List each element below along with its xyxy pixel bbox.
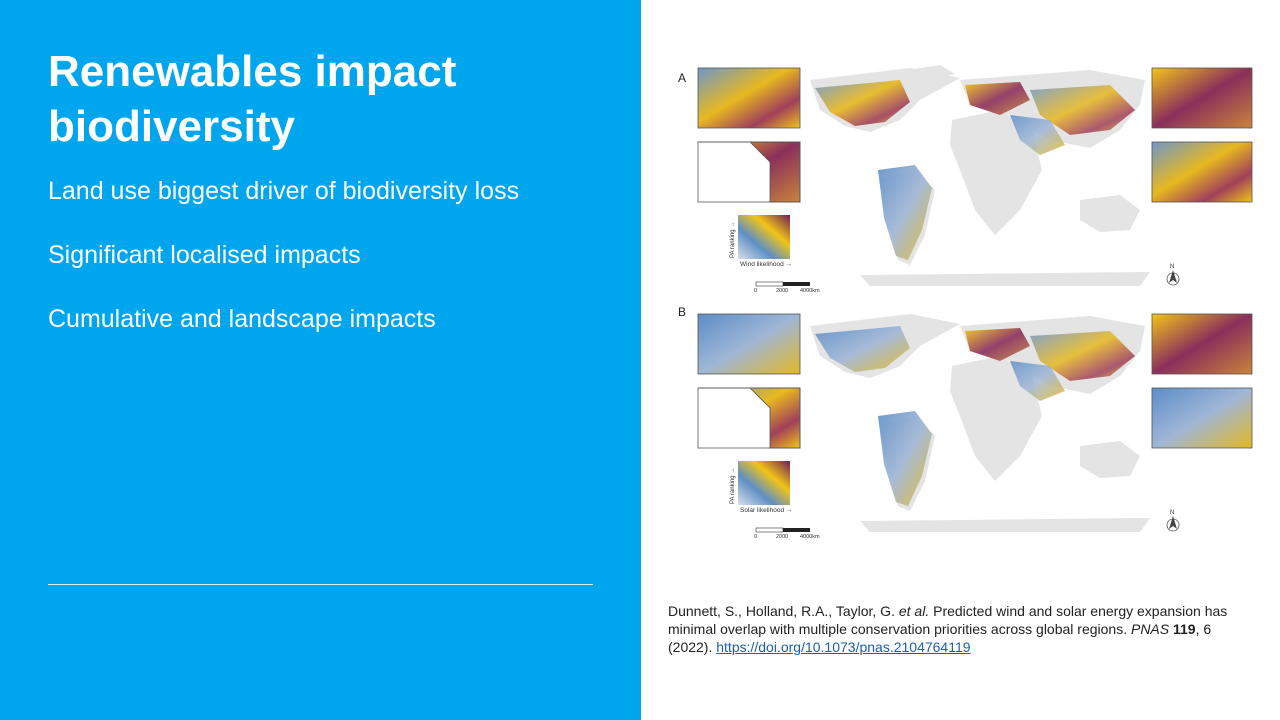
bullet-item: Cumulative and landscape impacts [48,305,436,333]
inset-map [697,313,801,375]
legend-x-label: Wind likelihood → [740,261,792,268]
inset-map [1151,387,1253,449]
citation-volume: 119 [1173,621,1196,637]
inset-map [698,141,801,203]
citation-issue-year: , 6 (2022). [668,621,1212,655]
citation: Dunnett, S., Holland, R.A., Taylor, G. e… [668,602,1258,656]
scale-tick: 0 [754,534,757,540]
legend-x-label: Solar likelihood → [740,507,792,514]
panel-letter: B [678,305,686,319]
citation-etal: et al. [898,603,930,619]
scale-bar [755,527,784,533]
inset-map [698,387,801,449]
bullet-item: Significant localised impacts [48,241,361,269]
citation-journal: PNAS [1130,621,1170,637]
slide-title: Renewables impact biodiversity [48,47,457,151]
legend-y-label: PA ranking → [730,468,736,504]
bivariate-legend [738,215,790,259]
citation-title: Predicted wind and solar energy expansio… [668,603,1228,637]
bivariate-legend [738,461,790,505]
north-arrow-icon: N [1166,510,1180,532]
inset-map [697,67,801,129]
scale-bar [755,281,784,287]
panel-a: A P [678,65,1253,294]
svg-text:N: N [1170,264,1174,270]
inset-map [1151,67,1253,129]
inset-map [1151,313,1253,375]
scale-tick: 2000 [776,288,788,294]
citation-doi-link[interactable]: https://doi.org/10.1073/pnas.2104764119 [716,639,971,655]
map-figure: A P [670,60,1260,550]
map-figure-svg: A P [678,65,1253,540]
north-arrow-icon: N [1166,264,1180,286]
scale-tick: 4000km [800,534,820,540]
panel-letter: A [678,71,686,85]
bullet-item: Land use biggest driver of biodiversity … [48,177,520,205]
panel-b: B PA ranking → Solar likelihood → [678,305,1253,540]
svg-text:N: N [1170,510,1174,516]
scale-tick: 0 [754,288,757,294]
divider-line [48,584,593,585]
bullet-list: Land use biggest driver of biodiversity … [48,174,628,366]
legend-y-label: PA ranking → [730,222,736,258]
scale-tick: 2000 [776,534,788,540]
left-panel: Renewables impact biodiversity Land use … [0,0,641,720]
inset-map [1151,141,1253,203]
scale-tick: 4000km [800,288,820,294]
citation-authors: Dunnett, S., Holland, R.A., Taylor, G. [668,603,895,619]
